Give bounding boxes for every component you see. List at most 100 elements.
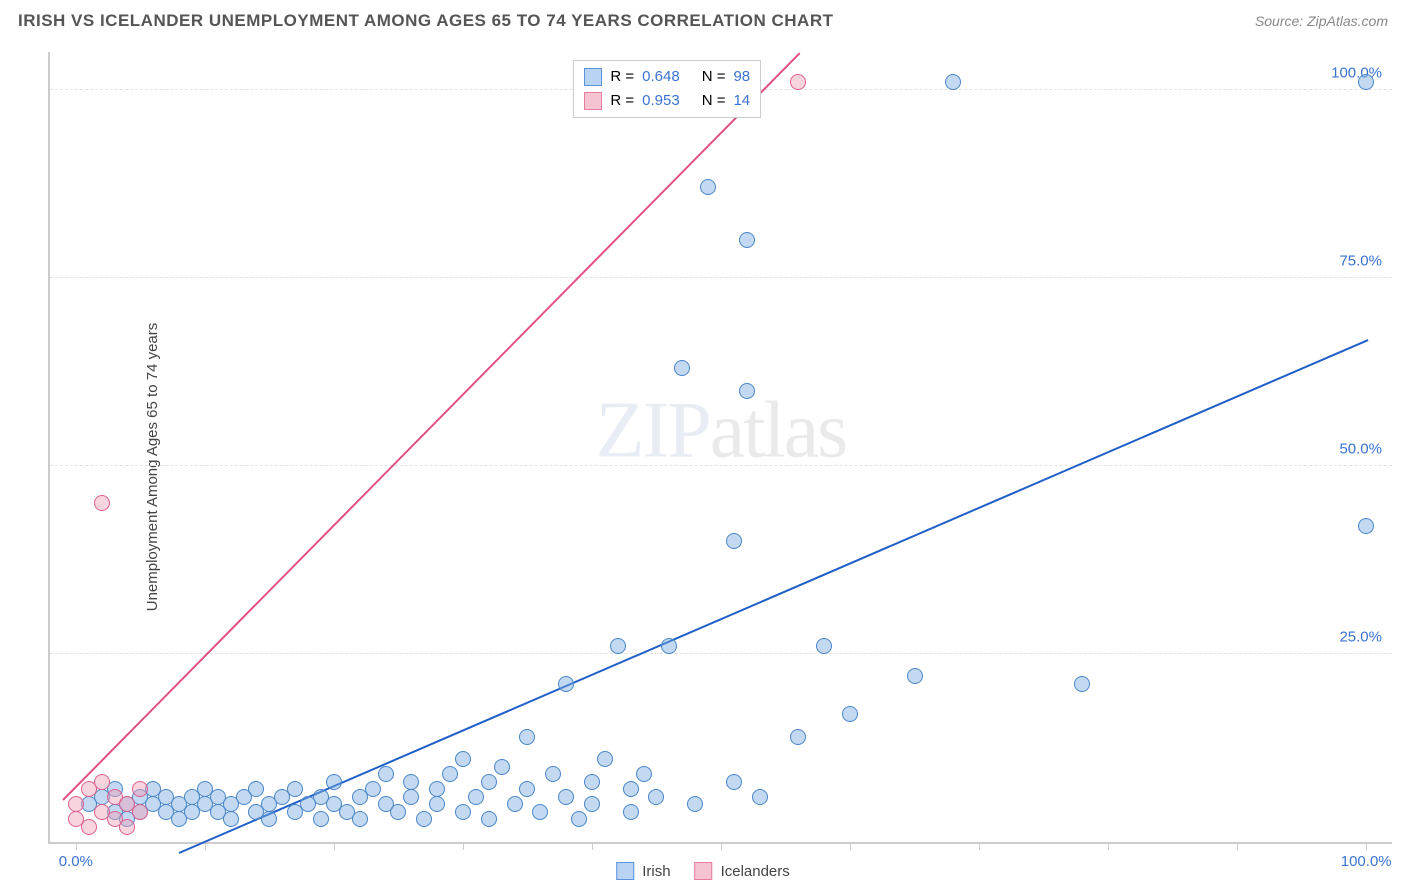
- r-label: R =: [610, 65, 634, 89]
- irish-trendline: [179, 339, 1369, 854]
- stats-row: R = 0.648 N = 98: [584, 65, 750, 89]
- irish-point: [623, 804, 639, 820]
- icelanders-point: [68, 796, 84, 812]
- y-tick-label: 100.0%: [1331, 64, 1382, 81]
- irish-point: [365, 781, 381, 797]
- gridline: [50, 653, 1392, 654]
- irish-point: [519, 729, 535, 745]
- source-name: ZipAtlas.com: [1307, 13, 1388, 29]
- watermark: ZIPatlas: [596, 386, 847, 477]
- watermark-atlas: atlas: [710, 387, 847, 475]
- irish-point: [610, 638, 626, 654]
- irish-point: [816, 638, 832, 654]
- gridline: [50, 465, 1392, 466]
- irish-point: [507, 796, 523, 812]
- n-value: 98: [733, 65, 750, 89]
- irish-point: [739, 383, 755, 399]
- irish-point: [429, 796, 445, 812]
- irish-point: [945, 74, 961, 90]
- x-tick: [592, 842, 593, 850]
- chart-container: Unemployment Among Ages 65 to 74 years Z…: [0, 42, 1406, 892]
- irish-point: [287, 781, 303, 797]
- irish-point: [532, 804, 548, 820]
- y-tick-label: 75.0%: [1339, 252, 1382, 269]
- irish-point: [1358, 518, 1374, 534]
- n-label: N =: [702, 89, 726, 113]
- icelanders-point: [81, 819, 97, 835]
- irish-point: [700, 179, 716, 195]
- r-value: 0.648: [642, 65, 680, 89]
- irish-point: [519, 781, 535, 797]
- irish-point: [842, 706, 858, 722]
- n-label: N =: [702, 65, 726, 89]
- y-tick-label: 50.0%: [1339, 440, 1382, 457]
- irish-point: [494, 759, 510, 775]
- x-tick: [721, 842, 722, 850]
- legend-item: Icelanders: [695, 862, 790, 880]
- irish-point: [1074, 676, 1090, 692]
- icelanders-trendline: [62, 52, 800, 800]
- r-value: 0.953: [642, 89, 680, 113]
- x-tick: [334, 842, 335, 850]
- irish-point: [558, 676, 574, 692]
- gridline: [50, 277, 1392, 278]
- irish-point: [481, 774, 497, 790]
- irish-point: [674, 360, 690, 376]
- irish-point: [455, 804, 471, 820]
- plot-area: ZIPatlas 25.0%50.0%75.0%100.0%0.0%100.0%…: [48, 52, 1392, 844]
- icelanders-point: [94, 495, 110, 511]
- x-tick: [76, 842, 77, 850]
- x-tick: [1108, 842, 1109, 850]
- irish-point: [907, 668, 923, 684]
- irish-point: [390, 804, 406, 820]
- irish-point: [597, 751, 613, 767]
- irish-point: [1358, 74, 1374, 90]
- irish-point: [468, 789, 484, 805]
- x-tick: [1366, 842, 1367, 850]
- irish-point: [687, 796, 703, 812]
- legend-item: Irish: [616, 862, 670, 880]
- legend-swatch: [695, 862, 713, 880]
- icelanders-point: [790, 74, 806, 90]
- irish-point: [571, 811, 587, 827]
- irish-point: [403, 774, 419, 790]
- irish-point: [545, 766, 561, 782]
- irish-point: [648, 789, 664, 805]
- irish-point: [326, 774, 342, 790]
- legend: Irish Icelanders: [616, 862, 790, 880]
- x-tick-label: 0.0%: [59, 853, 93, 870]
- icelanders-point: [132, 781, 148, 797]
- irish-point: [558, 789, 574, 805]
- irish-point: [442, 766, 458, 782]
- y-tick-label: 25.0%: [1339, 628, 1382, 645]
- irish-point: [416, 811, 432, 827]
- x-tick: [979, 842, 980, 850]
- irish-point: [429, 781, 445, 797]
- irish-point: [584, 774, 600, 790]
- irish-point: [661, 638, 677, 654]
- irish-point: [636, 766, 652, 782]
- icelanders-point: [132, 804, 148, 820]
- n-value: 14: [733, 89, 750, 113]
- irish-point: [584, 796, 600, 812]
- irish-point: [481, 811, 497, 827]
- x-tick-label: 100.0%: [1341, 853, 1392, 870]
- x-tick: [463, 842, 464, 850]
- x-tick: [1237, 842, 1238, 850]
- icelanders-point: [119, 819, 135, 835]
- irish-point: [248, 781, 264, 797]
- irish-point: [752, 789, 768, 805]
- x-tick: [205, 842, 206, 850]
- stats-swatch: [584, 68, 602, 86]
- chart-header: IRISH VS ICELANDER UNEMPLOYMENT AMONG AG…: [0, 0, 1406, 42]
- stats-row: R = 0.953N = 14: [584, 89, 750, 113]
- irish-point: [726, 774, 742, 790]
- legend-label: Irish: [642, 863, 670, 880]
- legend-label: Icelanders: [721, 863, 790, 880]
- irish-point: [352, 811, 368, 827]
- chart-title: IRISH VS ICELANDER UNEMPLOYMENT AMONG AG…: [18, 11, 834, 31]
- chart-source: Source: ZipAtlas.com: [1255, 13, 1388, 29]
- irish-point: [261, 811, 277, 827]
- irish-point: [378, 766, 394, 782]
- watermark-zip: ZIP: [596, 387, 710, 475]
